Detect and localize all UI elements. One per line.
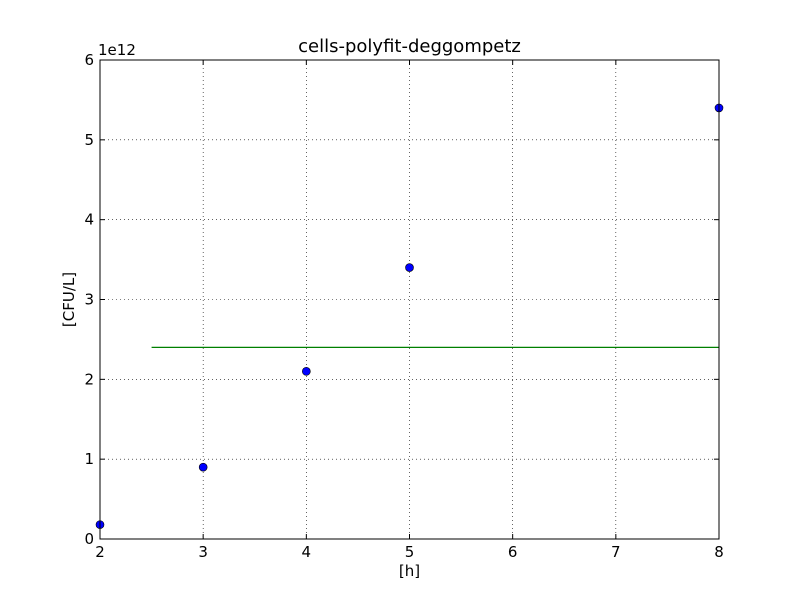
series-points — [95, 103, 724, 529]
chart-title: cells-polyfit-deggompetz — [298, 36, 521, 57]
y-tick-label: 6 — [84, 51, 94, 69]
x-tick-label: 8 — [714, 543, 724, 561]
y-offset-label: 1e12 — [98, 41, 136, 59]
y-tick-label: 1 — [84, 450, 94, 468]
data-point — [302, 367, 311, 376]
y-tick-label: 3 — [84, 291, 94, 309]
y-tick-label: 0 — [84, 530, 94, 548]
x-tick-label: 7 — [611, 543, 621, 561]
data-point — [405, 263, 414, 272]
x-tick-label: 3 — [198, 543, 208, 561]
x-tick-label: 6 — [508, 543, 518, 561]
data-point — [198, 462, 208, 472]
grid — [99, 59, 720, 540]
x-tick-label: 2 — [95, 543, 105, 561]
x-axis-label: [h] — [399, 562, 420, 580]
ticks — [99, 59, 720, 540]
y-tick-label: 2 — [84, 370, 94, 388]
y-tick-labels: 0 1 2 3 4 5 6 — [84, 51, 94, 548]
y-axis-label: [CFU/L] — [60, 272, 78, 327]
y-tick-label: 4 — [84, 211, 94, 229]
x-tick-label: 4 — [302, 543, 312, 561]
x-tick-label: 5 — [405, 543, 415, 561]
x-tick-labels: 2 3 4 5 6 7 8 — [95, 543, 724, 561]
y-tick-label: 5 — [84, 131, 94, 149]
